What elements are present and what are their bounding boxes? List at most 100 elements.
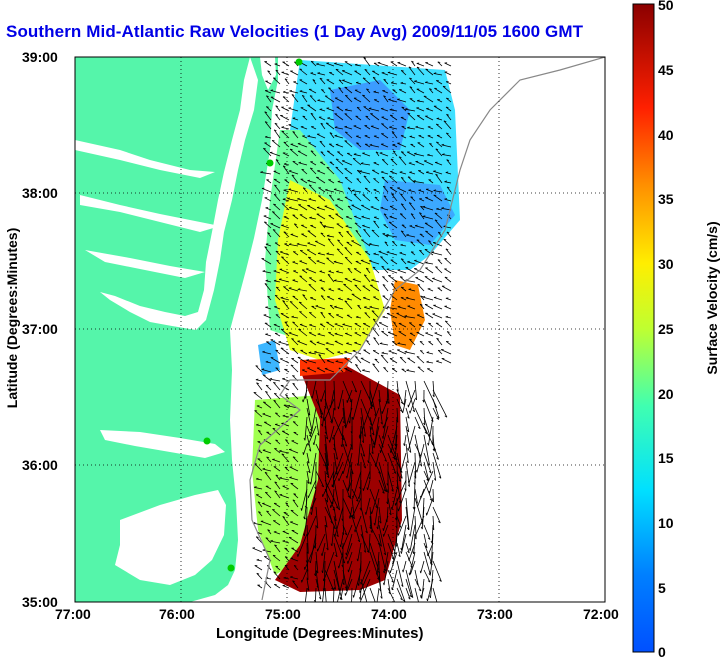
arrow-head (345, 114, 347, 115)
arrow-head (272, 140, 274, 141)
arrow-head (300, 276, 302, 277)
arrow-head (346, 226, 349, 227)
arrow-head (283, 541, 285, 542)
arrow-head (321, 399, 322, 401)
y-tick-label: 38:00 (22, 185, 58, 201)
arrow-head (336, 159, 339, 160)
arrow-head (388, 99, 390, 100)
x-tick-label: 74:00 (371, 606, 407, 622)
y-tick-label: 36:00 (22, 457, 58, 473)
arrow-head (329, 313, 332, 314)
colorbar (633, 4, 654, 652)
velocity-arrow (352, 588, 353, 606)
arrow-head (350, 604, 351, 606)
colorbar-tick-label: 45 (658, 62, 674, 78)
arrow-head (265, 334, 267, 335)
arrow-head (289, 189, 292, 190)
arrow-head (420, 612, 422, 614)
x-axis-label: Longitude (Degrees:Minutes) (216, 625, 424, 642)
y-tick-label: 39:00 (22, 49, 58, 65)
arrow-head (289, 108, 291, 109)
arrow-head (428, 323, 431, 324)
arrow-head (418, 367, 420, 368)
arrow-head (308, 257, 311, 258)
arrow-head (369, 260, 371, 261)
station-marker (267, 160, 274, 167)
arrow-head (434, 297, 436, 298)
arrow-head (345, 141, 347, 142)
arrow-head (303, 400, 304, 402)
arrow-head (381, 124, 384, 125)
arrow-head (423, 206, 426, 207)
y-tick-label: 35:00 (22, 594, 58, 610)
arrow-head (276, 566, 278, 567)
arrow-head (320, 109, 323, 110)
arrow-head (282, 378, 285, 379)
arrow-head (388, 72, 390, 73)
arrow-head (446, 98, 448, 99)
arrow-head (272, 509, 274, 510)
arrow-head (367, 607, 369, 609)
arrow-head (380, 450, 381, 453)
arrow-head (275, 413, 278, 414)
arrow-head (371, 512, 372, 514)
arrow-head (320, 271, 322, 272)
colorbar-tick-label: 0 (658, 644, 666, 660)
x-tick-label: 77:00 (55, 606, 91, 622)
colorbar-label: Surface Velocity (cm/s) (704, 198, 720, 398)
arrow-head (329, 271, 331, 272)
arrow-head (327, 258, 330, 259)
station-marker (204, 438, 211, 445)
arrow-head (336, 69, 339, 70)
arrow-head (299, 312, 301, 313)
arrow-head (345, 426, 346, 429)
arrow-head (343, 324, 345, 325)
arrow-head (303, 615, 304, 617)
arrow-head (337, 199, 339, 200)
arrow-head (400, 252, 402, 253)
arrow-head (433, 171, 435, 172)
arrow-head (332, 611, 333, 613)
colorbar-tick-label: 20 (658, 386, 674, 402)
colorbar-tick-label: 50 (658, 0, 674, 13)
arrow-head (345, 126, 348, 127)
arrow-head (345, 87, 348, 88)
arrow-head (255, 411, 258, 412)
arrow-head (363, 195, 365, 196)
arrow-head (397, 99, 400, 100)
station-marker (228, 565, 235, 572)
arrow-head (410, 136, 412, 137)
arrow-head (353, 496, 354, 498)
arrow-head (335, 608, 336, 610)
velocity-arrow (433, 489, 434, 502)
arrow-head (309, 312, 311, 313)
x-tick-label: 72:00 (583, 606, 619, 622)
arrow-head (289, 288, 292, 289)
arrow-head (390, 216, 392, 217)
colorbar-tick-label: 10 (658, 515, 674, 531)
arrow-head (338, 298, 341, 299)
arrow-head (445, 199, 448, 200)
arrow-head (409, 172, 411, 173)
arrow-head (317, 342, 320, 343)
arrow-head (417, 240, 419, 241)
y-tick-label: 37:00 (22, 321, 58, 337)
arrow-head (318, 196, 320, 197)
arrow-head (374, 179, 376, 180)
arrow-head (293, 322, 295, 323)
arrow-head (353, 279, 356, 280)
arrow-head (363, 488, 364, 490)
arrow-head (309, 324, 312, 325)
arrow-head (443, 86, 446, 87)
arrow-head (320, 280, 322, 281)
arrow-head (345, 132, 347, 133)
arrow-head (437, 118, 439, 119)
arrow-head (381, 108, 384, 109)
arrow-head (439, 616, 441, 618)
station-marker (296, 59, 303, 66)
colorbar-tick-label: 30 (658, 256, 674, 272)
arrow-head (398, 509, 399, 512)
arrow-head (436, 361, 438, 362)
arrow-head (316, 306, 318, 307)
